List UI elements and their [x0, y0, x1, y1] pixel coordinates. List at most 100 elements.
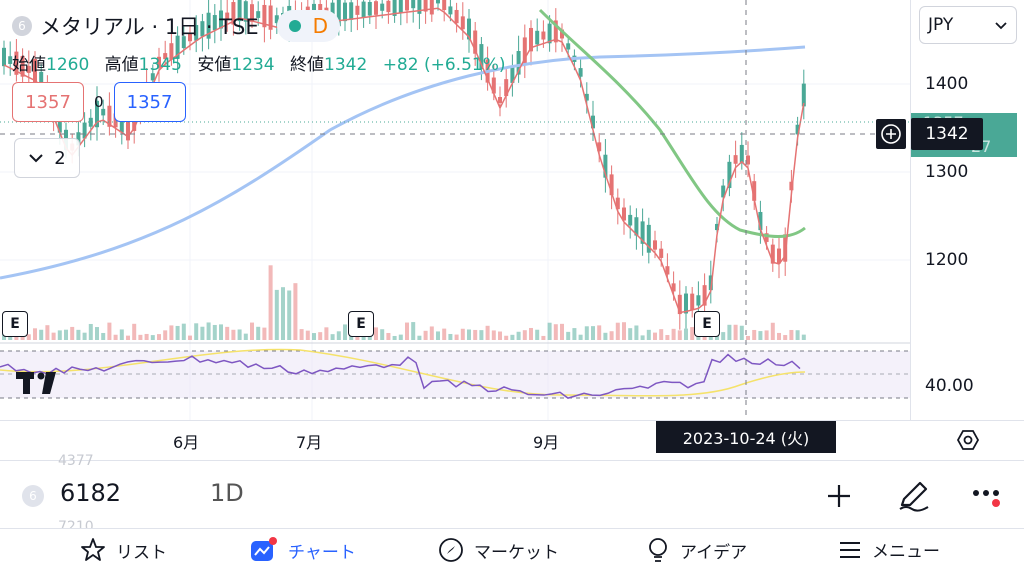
volume-bar [690, 327, 695, 340]
candle-body [343, 2, 347, 22]
candle-body [628, 214, 633, 226]
candle-body [57, 116, 62, 133]
candle-body [39, 71, 44, 85]
volume-bar [206, 322, 211, 340]
volume-bar [653, 332, 657, 340]
price-tick: 1400 [925, 74, 969, 94]
candle-body [727, 161, 732, 189]
candle-body [250, 4, 254, 22]
candle-body [746, 155, 750, 165]
volume-bar [522, 330, 527, 340]
candle-body [777, 248, 781, 264]
bottom-navigation: リスト チャート マーケット アイデア メニュー [0, 528, 1024, 577]
volume-bar [727, 324, 732, 340]
volume-bar [547, 322, 552, 340]
volume-bar [380, 329, 385, 340]
earnings-flag[interactable]: E [348, 311, 374, 337]
candle-body [677, 294, 682, 315]
rsi-band [0, 351, 910, 398]
volume-bar [454, 334, 459, 340]
candle-body [516, 51, 521, 75]
nav-market[interactable]: マーケット [438, 537, 559, 563]
candle-body [739, 144, 744, 163]
volume-bar [510, 334, 515, 340]
volume-bar [572, 328, 577, 340]
price-scale[interactable]: JPY 1400 1300 1200 1357 27 1342 40.00 [910, 0, 1024, 420]
volume-bar [33, 328, 37, 340]
volume-bar [343, 324, 347, 340]
drawing-tools-button[interactable] [896, 477, 932, 513]
market-open-dot-icon [288, 20, 301, 32]
volume-bar [144, 333, 149, 340]
time-axis[interactable]: 6月 7月 9月 [0, 420, 1024, 461]
symbol-code[interactable]: 6182 [60, 479, 122, 507]
candle-body [659, 248, 664, 258]
volume-bar [225, 326, 230, 340]
candle-body [690, 293, 695, 311]
volume-bar [578, 334, 583, 340]
ohlc-legend: 始値1260 高値1345 安値1234 終値1342 +82 (+6.51%) [12, 50, 515, 75]
candle-body [535, 30, 540, 45]
buy-button[interactable]: 1357 [113, 82, 186, 122]
volume-bar [516, 331, 521, 340]
volume-bar [250, 322, 254, 340]
volume-bar [467, 329, 471, 340]
candle-body [721, 185, 726, 198]
candle-body [101, 108, 106, 116]
symbol-title-row[interactable]: 6 メタリアル · 1日 · TSE D [12, 10, 341, 42]
volume-bar [88, 323, 93, 340]
candle-body [578, 68, 583, 77]
volume-bar [169, 325, 174, 340]
candle-body [188, 33, 192, 42]
volume-bar [132, 323, 137, 340]
candle-body [8, 56, 13, 64]
earnings-flag[interactable]: E [2, 311, 28, 337]
chart-title[interactable]: メタリアル · 1日 · TSE [40, 15, 259, 39]
indicators-collapse-button[interactable]: 2 [14, 138, 80, 178]
previous-symbol[interactable]: 4377 [58, 453, 94, 469]
volume-bar [498, 331, 502, 340]
symbol-logo: 6 [12, 16, 32, 36]
candle-body [194, 25, 199, 41]
chart-area[interactable]: 6 メタリアル · 1日 · TSE D 始値1260 高値1345 安値123… [0, 0, 910, 420]
volume-bar [473, 329, 478, 340]
currency-select[interactable]: JPY [919, 6, 1017, 44]
ma-mid-line [538, 8, 806, 238]
nav-idea[interactable]: アイデア [646, 537, 747, 563]
volume-bar [770, 322, 775, 340]
more-options-button[interactable] [970, 485, 1006, 509]
nav-chart[interactable]: チャート [250, 537, 356, 563]
volume-bar [324, 327, 329, 340]
candle-body [169, 43, 174, 60]
volume-bar [194, 323, 199, 340]
candle-body [76, 132, 81, 146]
volume-bar [733, 324, 738, 340]
earnings-flag[interactable]: E [694, 311, 720, 337]
nav-list[interactable]: リスト [80, 537, 167, 563]
volume-bar [795, 330, 800, 340]
price-tick: 1200 [925, 250, 969, 270]
chart-settings-icon[interactable] [956, 428, 980, 452]
candle-body [541, 31, 546, 40]
add-alert-button[interactable] [876, 119, 906, 149]
volume-bar [801, 334, 806, 340]
candle-body [200, 21, 205, 37]
volume-bar [126, 335, 130, 340]
candle-body [758, 211, 763, 231]
candle-body [547, 23, 552, 44]
candle-body [157, 56, 161, 68]
volume-bar [436, 331, 440, 340]
candle-body [653, 240, 657, 250]
interval-button[interactable]: 1D [210, 479, 244, 507]
candle-body [801, 83, 806, 107]
market-status-pill[interactable]: D [276, 10, 341, 42]
symbol-bar: 4377 6 6182 1D 7210 [0, 453, 1024, 535]
order-buttons: 1357 0 1357 [12, 82, 186, 122]
nav-menu[interactable]: メニュー [838, 537, 940, 562]
volume-bar [615, 322, 620, 340]
nav-market-label: マーケット [474, 542, 559, 563]
add-indicator-button[interactable] [824, 481, 854, 511]
volume-bar [281, 287, 285, 340]
volume-bar [417, 335, 422, 340]
sell-button[interactable]: 1357 [12, 82, 84, 122]
